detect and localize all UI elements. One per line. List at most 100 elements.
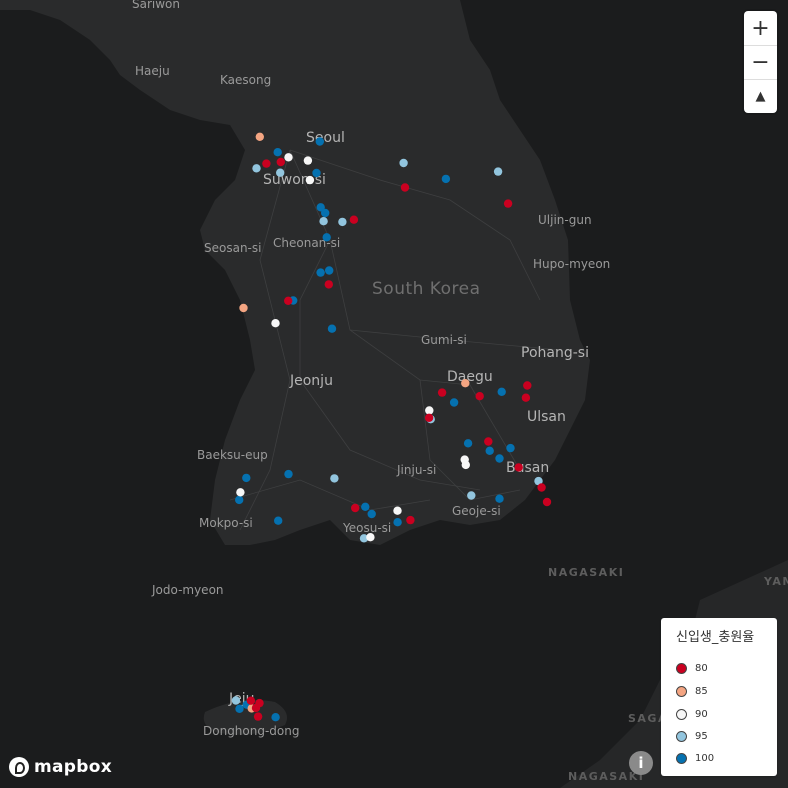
school-point[interactable] [521,393,531,402]
school-point[interactable] [351,503,360,513]
school-point[interactable] [284,296,293,305]
school-point[interactable] [485,446,494,455]
school-point[interactable] [284,469,293,479]
school-point[interactable] [312,168,321,178]
place-label: Yeosu-si [342,521,391,535]
school-point[interactable] [330,474,339,483]
school-point[interactable] [506,443,515,453]
school-point[interactable] [497,387,506,396]
place-label: Mokpo-si [199,516,253,530]
school-point[interactable] [325,266,334,275]
school-point[interactable] [461,379,470,388]
legend: 신입생_충원율 80 85 90 95 100 [661,618,777,776]
school-point[interactable] [441,174,451,184]
legend-label: 95 [695,730,708,742]
map-controls: + − ▲ [744,11,777,113]
school-point[interactable] [400,183,410,192]
school-point[interactable] [276,168,285,177]
school-point[interactable] [514,463,523,472]
school-point[interactable] [359,534,369,543]
school-point[interactable] [393,518,402,527]
zoom-out-button[interactable]: − [744,45,777,79]
school-point[interactable] [503,199,513,208]
place-label: Jinju-si [396,463,436,477]
school-point[interactable] [319,217,328,226]
school-point[interactable] [495,454,504,463]
school-point[interactable] [235,495,244,505]
school-point[interactable] [235,704,244,713]
school-point[interactable] [262,159,271,168]
school-point[interactable] [322,233,331,242]
school-point[interactable] [349,215,359,224]
school-point[interactable] [273,148,282,157]
compass-button[interactable]: ▲ [744,79,777,113]
school-point[interactable] [542,497,552,507]
school-point[interactable] [437,388,447,397]
place-label: Pohang-si [521,345,589,361]
school-point[interactable] [449,398,459,407]
school-point[interactable] [251,703,261,713]
zoom-in-button[interactable]: + [744,11,777,45]
place-label: NAGASAKI [548,566,624,579]
school-point[interactable] [305,175,315,185]
school-point[interactable] [399,158,408,168]
school-point[interactable] [284,153,293,162]
school-point[interactable] [315,137,324,146]
school-point[interactable] [231,696,241,705]
school-point[interactable] [367,509,376,519]
school-point[interactable] [366,533,375,542]
school-point[interactable] [316,203,325,212]
school-point[interactable] [271,319,280,328]
school-point[interactable] [425,406,434,415]
place-label: Uljin-gun [538,213,592,227]
school-point[interactable] [239,303,248,313]
legend-label: 80 [695,662,708,674]
school-point[interactable] [274,516,283,525]
school-point[interactable] [463,439,473,448]
place-label: Daegu [447,369,493,385]
mapbox-logo-text: mapbox [34,757,112,777]
school-point[interactable] [493,167,503,176]
school-point[interactable] [253,712,263,721]
info-icon[interactable]: i [629,751,653,775]
school-point[interactable] [316,268,325,277]
school-point[interactable] [495,494,504,503]
place-label: Jeonju [289,373,333,389]
place-label: Seoul [306,130,345,146]
place-label: Hupo-myeon [533,257,610,271]
place-label: Seosan-si [204,241,261,255]
school-point[interactable] [461,460,470,470]
legend-swatch [676,752,687,764]
school-point[interactable] [424,413,434,422]
school-point[interactable] [255,132,264,141]
school-point[interactable] [484,437,493,446]
legend-item: 95 [676,728,708,744]
school-point[interactable] [534,476,543,486]
school-point[interactable] [523,381,532,390]
school-point[interactable] [406,515,415,525]
school-point[interactable] [252,164,261,173]
road-network [229,149,561,531]
school-point[interactable] [475,392,484,401]
school-point[interactable] [321,208,330,218]
legend-label: 100 [695,752,715,764]
school-point[interactable] [327,324,337,333]
school-point[interactable] [246,696,256,705]
school-point[interactable] [467,491,476,500]
school-point[interactable] [303,156,313,165]
legend-swatch [676,685,687,697]
school-point[interactable] [236,488,245,497]
school-point[interactable] [393,506,402,515]
school-point[interactable] [276,157,285,167]
school-point[interactable] [338,217,347,227]
mapbox-logo[interactable]: mapbox [9,757,112,777]
school-point[interactable] [324,280,333,289]
school-point[interactable] [242,473,251,483]
legend-label: 85 [695,685,708,697]
school-point[interactable] [537,483,546,492]
school-point[interactable] [271,713,280,722]
school-point[interactable] [361,502,370,511]
legend-item: 85 [676,683,708,699]
place-label: Sariwon [132,0,180,11]
